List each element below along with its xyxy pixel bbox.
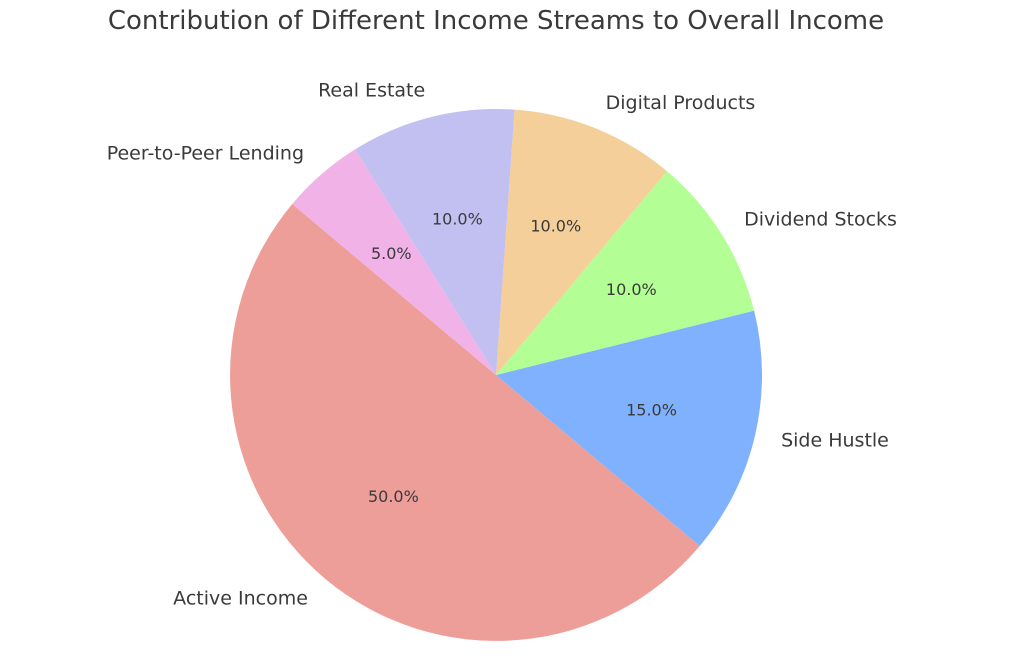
pie-labels: 50.0% Active Income 15.0% Side Hustle 10.0% D… <box>107 80 897 610</box>
pct-label-digital-products: 10.0% <box>530 217 581 236</box>
pie-slice-active-income <box>230 204 700 641</box>
chart-title: Contribution of Different Income Streams… <box>107 6 885 36</box>
pie-slice-real-estate <box>355 109 515 376</box>
pct-label-real-estate: 10.0% <box>432 210 483 229</box>
pie-slice-digital-products <box>496 109 667 376</box>
pie-slice-peer-to-peer-lending <box>292 149 496 375</box>
pct-label-active-income: 50.0% <box>368 487 419 506</box>
category-label-active-income: Active Income <box>173 588 308 610</box>
pct-label-dividend-stocks: 10.0% <box>606 280 657 299</box>
category-label-dividend-stocks: Dividend Stocks <box>744 208 897 230</box>
pct-label-side-hustle: 15.0% <box>626 400 677 419</box>
category-label-peer-to-peer-lending: Peer-to-Peer Lending <box>107 143 304 165</box>
pie-slice-dividend-stocks <box>496 171 755 375</box>
category-label-real-estate: Real Estate <box>318 80 425 102</box>
pct-label-peer-to-peer-lending: 5.0% <box>371 244 412 263</box>
category-label-side-hustle: Side Hustle <box>781 429 889 451</box>
pie-slice-side-hustle <box>496 310 762 546</box>
category-label-digital-products: Digital Products <box>606 92 756 114</box>
pie-slices <box>230 109 762 641</box>
